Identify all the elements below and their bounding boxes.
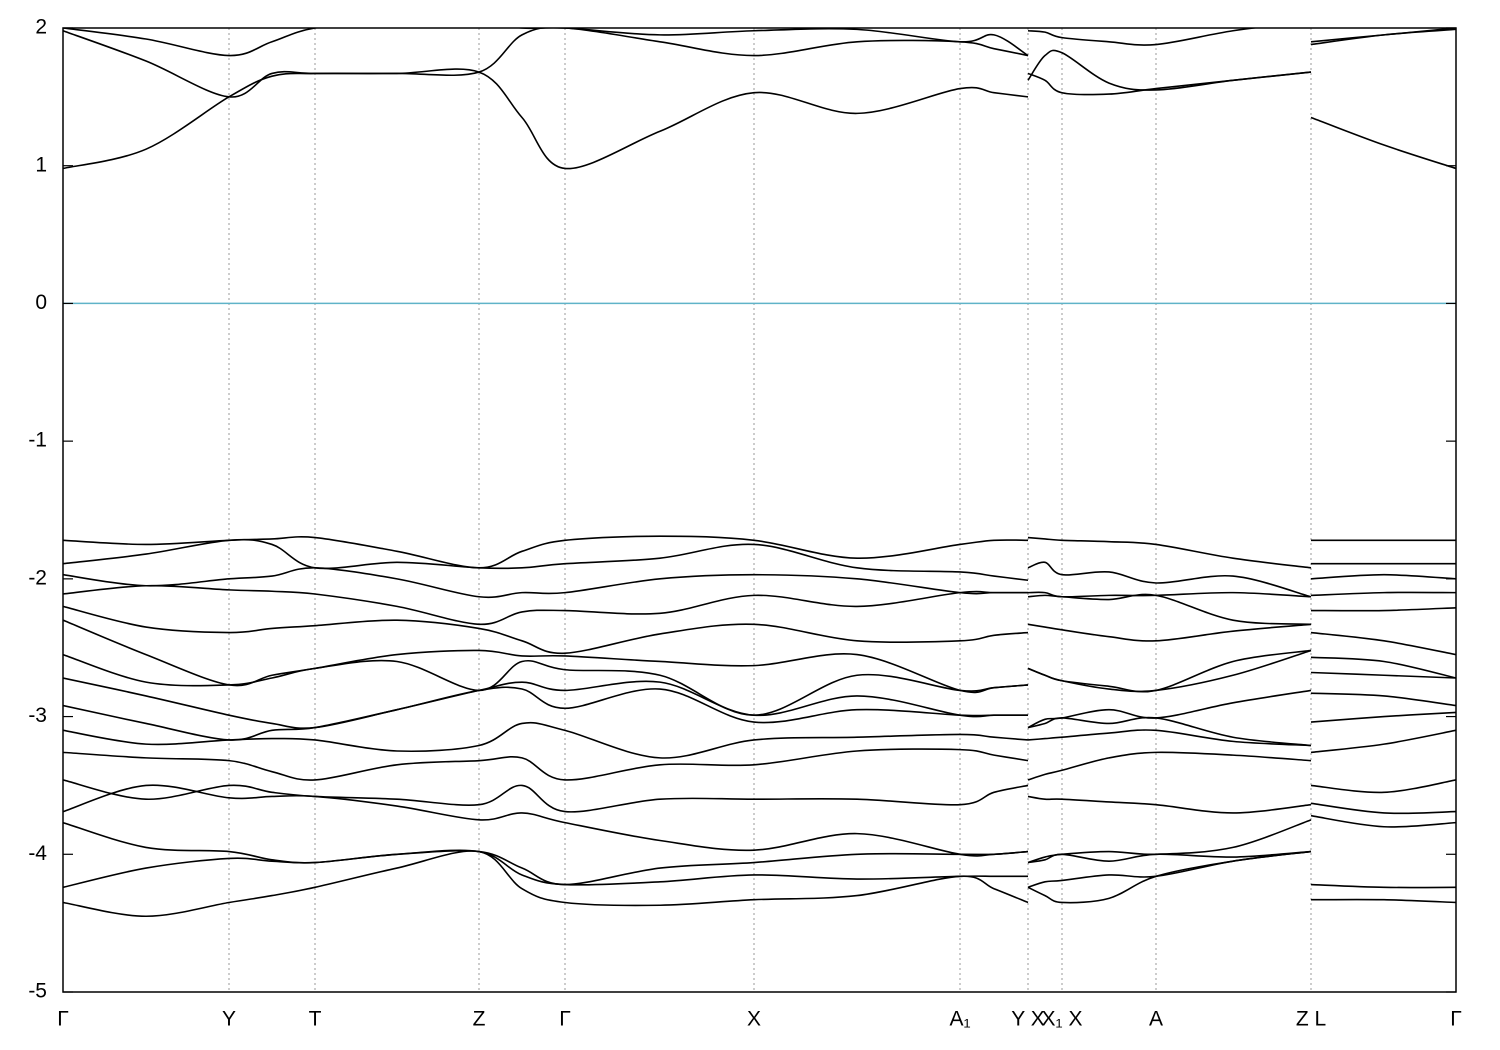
- band-line: [63, 729, 1456, 781]
- plot-frame: [62, 27, 1457, 993]
- x-tick-label: Z L: [1296, 1008, 1326, 1031]
- x-tick-label: A₁: [949, 1008, 970, 1031]
- y-tick-label: -3: [28, 704, 47, 727]
- grid: [62, 28, 1457, 992]
- band-line: [63, 850, 1456, 918]
- x-tick-label: T: [309, 1008, 322, 1031]
- x-tick-label: Y X: [1011, 1008, 1044, 1031]
- bands: [63, 28, 1456, 918]
- y-tick-label: 1: [35, 153, 47, 176]
- x-tick-label: A: [1149, 1008, 1163, 1031]
- x-tick-label: Γ: [559, 1008, 571, 1031]
- band-line: [63, 567, 1456, 599]
- band-line: [63, 649, 1456, 716]
- x-tick-label: Γ: [57, 1008, 69, 1031]
- band-line: [63, 619, 1456, 694]
- band-line: [63, 538, 1456, 598]
- band-line: [63, 779, 1456, 814]
- y-tick-label: -5: [28, 980, 47, 1003]
- band-line: [63, 784, 1456, 864]
- band-line: [63, 28, 1456, 57]
- x-tick-label: X: [747, 1008, 761, 1031]
- y-tick-label: -2: [28, 566, 47, 589]
- y-tick-label: 0: [35, 291, 47, 314]
- y-tick-label: 2: [35, 16, 47, 39]
- band-line: [63, 605, 1456, 655]
- x-tick-label: X₁ X: [1042, 1008, 1083, 1031]
- band-line: [63, 68, 1456, 170]
- x-tick-label: Z: [473, 1008, 486, 1031]
- band-line: [63, 28, 1456, 98]
- y-tick-label: -4: [28, 842, 47, 865]
- band-line: [63, 535, 1456, 569]
- band-line: [63, 814, 1456, 886]
- y-tick-label: -1: [28, 429, 47, 452]
- band-line: [63, 686, 1456, 747]
- band-line: [63, 711, 1456, 759]
- x-tick-label: Y: [222, 1008, 236, 1031]
- x-tick-label: Γ: [1450, 1008, 1462, 1031]
- band-line: [63, 584, 1456, 626]
- labels: -5 -4 -3 -2 -1 0 1 2 Γ Y T Z Γ X A₁ Y XX₁ X A Z L Γ: [28, 16, 1461, 1031]
- band-line: [63, 671, 1456, 730]
